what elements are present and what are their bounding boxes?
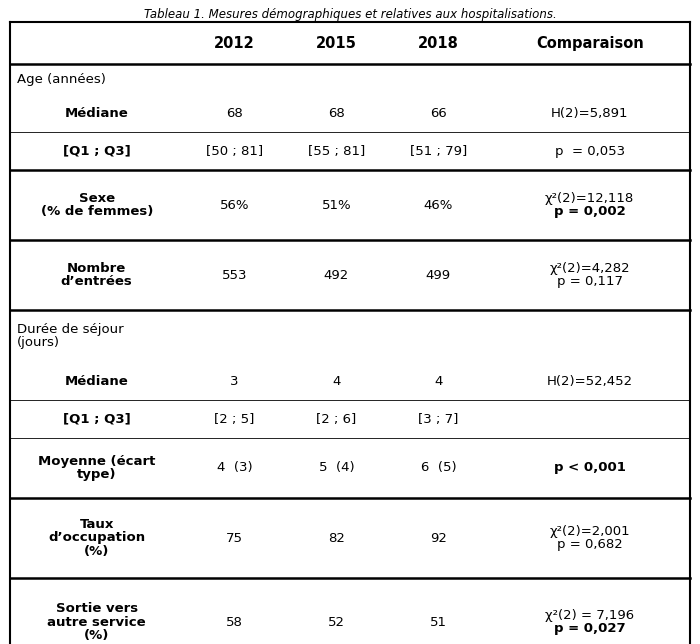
Text: 553: 553 bbox=[222, 269, 247, 281]
Text: 75: 75 bbox=[226, 531, 243, 544]
Text: (jours): (jours) bbox=[17, 336, 60, 349]
Text: p = 0,002: p = 0,002 bbox=[554, 205, 626, 218]
Text: [Q1 ; Q3]: [Q1 ; Q3] bbox=[63, 413, 131, 426]
Text: 51%: 51% bbox=[321, 198, 351, 211]
Text: 2018: 2018 bbox=[418, 35, 458, 50]
Text: p = 0,117: p = 0,117 bbox=[556, 275, 623, 288]
Text: 5  (4): 5 (4) bbox=[318, 462, 354, 475]
Text: Médiane: Médiane bbox=[65, 106, 129, 120]
Text: [50 ; 81]: [50 ; 81] bbox=[206, 144, 263, 158]
Text: 52: 52 bbox=[328, 616, 345, 629]
Text: (%): (%) bbox=[84, 629, 109, 641]
Text: 68: 68 bbox=[328, 106, 345, 120]
Text: χ²(2)=12,118: χ²(2)=12,118 bbox=[545, 192, 634, 205]
Text: Age (années): Age (années) bbox=[17, 73, 106, 86]
Text: autre service: autre service bbox=[48, 616, 146, 629]
Text: Moyenne (écart: Moyenne (écart bbox=[38, 455, 155, 468]
Text: 2012: 2012 bbox=[214, 35, 255, 50]
Text: 82: 82 bbox=[328, 531, 345, 544]
Text: Sortie vers: Sortie vers bbox=[55, 603, 138, 616]
Text: 66: 66 bbox=[430, 106, 447, 120]
Text: p  = 0,053: p = 0,053 bbox=[554, 144, 625, 158]
Text: Comparaison: Comparaison bbox=[536, 35, 643, 50]
Text: [51 ; 79]: [51 ; 79] bbox=[410, 144, 467, 158]
Text: 499: 499 bbox=[426, 269, 451, 281]
Text: 56%: 56% bbox=[220, 198, 249, 211]
Text: p = 0,682: p = 0,682 bbox=[556, 538, 622, 551]
Text: 68: 68 bbox=[226, 106, 243, 120]
Text: p = 0,027: p = 0,027 bbox=[554, 622, 626, 635]
Text: χ²(2)=4,282: χ²(2)=4,282 bbox=[550, 262, 630, 275]
Text: 51: 51 bbox=[430, 616, 447, 629]
Text: p < 0,001: p < 0,001 bbox=[554, 462, 626, 475]
Text: 6  (5): 6 (5) bbox=[421, 462, 456, 475]
Text: type): type) bbox=[77, 468, 116, 481]
Text: Nombre: Nombre bbox=[67, 262, 126, 275]
Text: 492: 492 bbox=[324, 269, 349, 281]
Text: (%): (%) bbox=[84, 544, 109, 558]
Text: 3: 3 bbox=[230, 375, 239, 388]
Text: 4  (3): 4 (3) bbox=[216, 462, 252, 475]
Text: Médiane: Médiane bbox=[65, 375, 129, 388]
Text: χ²(2) = 7,196: χ²(2) = 7,196 bbox=[545, 609, 634, 622]
Text: Sexe: Sexe bbox=[78, 192, 115, 205]
Text: 4: 4 bbox=[434, 375, 442, 388]
Text: H(2)=52,452: H(2)=52,452 bbox=[547, 375, 633, 388]
Text: Tableau 1. Mesures démographiques et relatives aux hospitalisations.: Tableau 1. Mesures démographiques et rel… bbox=[144, 8, 556, 21]
Text: Durée de séjour: Durée de séjour bbox=[17, 323, 124, 336]
Text: H(2)=5,891: H(2)=5,891 bbox=[551, 106, 629, 120]
Text: χ²(2)=2,001: χ²(2)=2,001 bbox=[550, 525, 630, 538]
Text: [2 ; 6]: [2 ; 6] bbox=[316, 413, 356, 426]
Text: [55 ; 81]: [55 ; 81] bbox=[308, 144, 365, 158]
Text: d’entrées: d’entrées bbox=[61, 275, 132, 288]
Text: [Q1 ; Q3]: [Q1 ; Q3] bbox=[63, 144, 131, 158]
Text: [3 ; 7]: [3 ; 7] bbox=[418, 413, 458, 426]
Text: (% de femmes): (% de femmes) bbox=[41, 205, 153, 218]
Text: 58: 58 bbox=[226, 616, 243, 629]
Text: 92: 92 bbox=[430, 531, 447, 544]
Text: Taux: Taux bbox=[80, 518, 114, 531]
Text: [2 ; 5]: [2 ; 5] bbox=[214, 413, 255, 426]
Text: 46%: 46% bbox=[424, 198, 453, 211]
Text: 2015: 2015 bbox=[316, 35, 357, 50]
Text: 4: 4 bbox=[332, 375, 341, 388]
Text: d’occupation: d’occupation bbox=[48, 531, 146, 544]
